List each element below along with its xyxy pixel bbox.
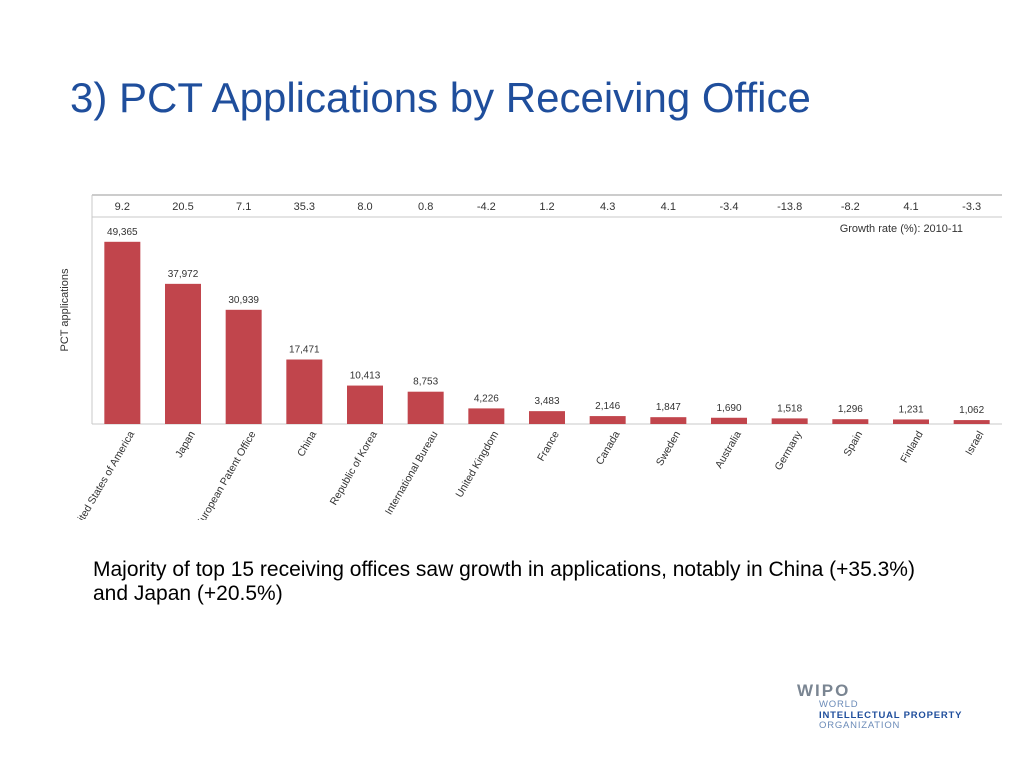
- bar-value-label: 49,365: [107, 227, 138, 238]
- bar: [468, 408, 505, 424]
- growth-rate-value: 35.3: [294, 201, 315, 213]
- bar-value-label: 1,296: [838, 404, 863, 415]
- bar: [832, 419, 869, 424]
- bar-value-label: 17,471: [289, 345, 320, 356]
- growth-rate-value: -4.2: [477, 201, 496, 213]
- slide-caption: Majority of top 15 receiving offices saw…: [93, 558, 915, 605]
- category-label: Sweden: [654, 429, 683, 468]
- growth-rate-value: 4.3: [600, 201, 615, 213]
- logo-line-organization: ORGANIZATION: [819, 720, 901, 731]
- growth-rate-value: -13.8: [777, 201, 802, 213]
- category-label: France: [535, 429, 562, 463]
- growth-rate-value: -8.2: [841, 201, 860, 213]
- slide-title: 3) PCT Applications by Receiving Office: [70, 74, 811, 121]
- category-label: Australia: [713, 429, 744, 471]
- logo-mark: WIPO: [797, 681, 851, 700]
- category-label: Finland: [898, 429, 926, 465]
- growth-rate-value: 4.1: [903, 201, 918, 213]
- category-label: International Bureau: [383, 429, 441, 517]
- bar: [650, 417, 687, 424]
- bar: [711, 417, 747, 424]
- category-label: Germany: [773, 428, 805, 472]
- wipo-logo: WIPO WORLD INTELLECTUAL PROPERTY ORGANIZ…: [797, 682, 962, 732]
- bar: [286, 359, 323, 424]
- bar-value-label: 1,690: [716, 403, 741, 414]
- logo-line-intellectual-property: INTELLECTUAL PROPERTY: [819, 709, 963, 721]
- bar-value-label: 8,753: [413, 377, 438, 388]
- bar-value-label: 1,231: [898, 404, 923, 415]
- growth-rate-value: 0.8: [418, 201, 433, 213]
- logo-line-world: WORLD: [819, 699, 859, 710]
- category-label: Spain: [841, 429, 865, 458]
- category-label: United States of America: [69, 429, 137, 520]
- bar: [953, 420, 990, 424]
- bar-value-label: 3,483: [534, 396, 559, 407]
- growth-rate-value: 9.2: [115, 201, 130, 213]
- bar-value-label: 1,062: [959, 405, 984, 416]
- bar: [589, 416, 626, 424]
- pct-bar-chart: PCT applications Growth rate (%): 2010-11…: [59, 194, 1002, 520]
- growth-rate-value: 4.1: [661, 201, 676, 213]
- bar: [893, 419, 929, 424]
- bar: [104, 241, 141, 424]
- growth-rate-value: -3.3: [962, 201, 981, 213]
- growth-rate-value: 1.2: [539, 201, 554, 213]
- bar-value-label: 1,847: [656, 402, 681, 413]
- growth-rate-value: 20.5: [172, 201, 193, 213]
- bar: [225, 309, 262, 424]
- bar: [165, 283, 201, 424]
- category-label: United Kingdom: [453, 429, 501, 500]
- bar: [771, 418, 808, 424]
- category-label: Republic of Korea: [328, 429, 380, 507]
- bar-value-label: 2,146: [595, 401, 620, 412]
- bar-value-label: 4,226: [474, 393, 499, 404]
- bar-value-label: 30,939: [228, 295, 259, 306]
- bar: [347, 385, 383, 424]
- bar: [529, 411, 565, 424]
- bar-value-label: 10,413: [350, 371, 381, 382]
- bar-value-label: 1,518: [777, 403, 802, 414]
- growth-rate-value: -3.4: [720, 201, 739, 213]
- category-label: Japan: [173, 429, 198, 460]
- growth-rate-label: Growth rate (%): 2010-11: [840, 223, 963, 235]
- bar: [407, 391, 444, 424]
- category-label: Israel: [963, 429, 986, 457]
- bar-value-label: 37,972: [168, 269, 199, 280]
- category-label: Canada: [594, 429, 623, 467]
- growth-rate-value: 7.1: [236, 201, 251, 213]
- y-axis-label: PCT applications: [59, 268, 71, 351]
- growth-rate-value: 8.0: [357, 201, 372, 213]
- category-label: China: [295, 429, 319, 459]
- category-label: European Patent Office: [194, 429, 259, 520]
